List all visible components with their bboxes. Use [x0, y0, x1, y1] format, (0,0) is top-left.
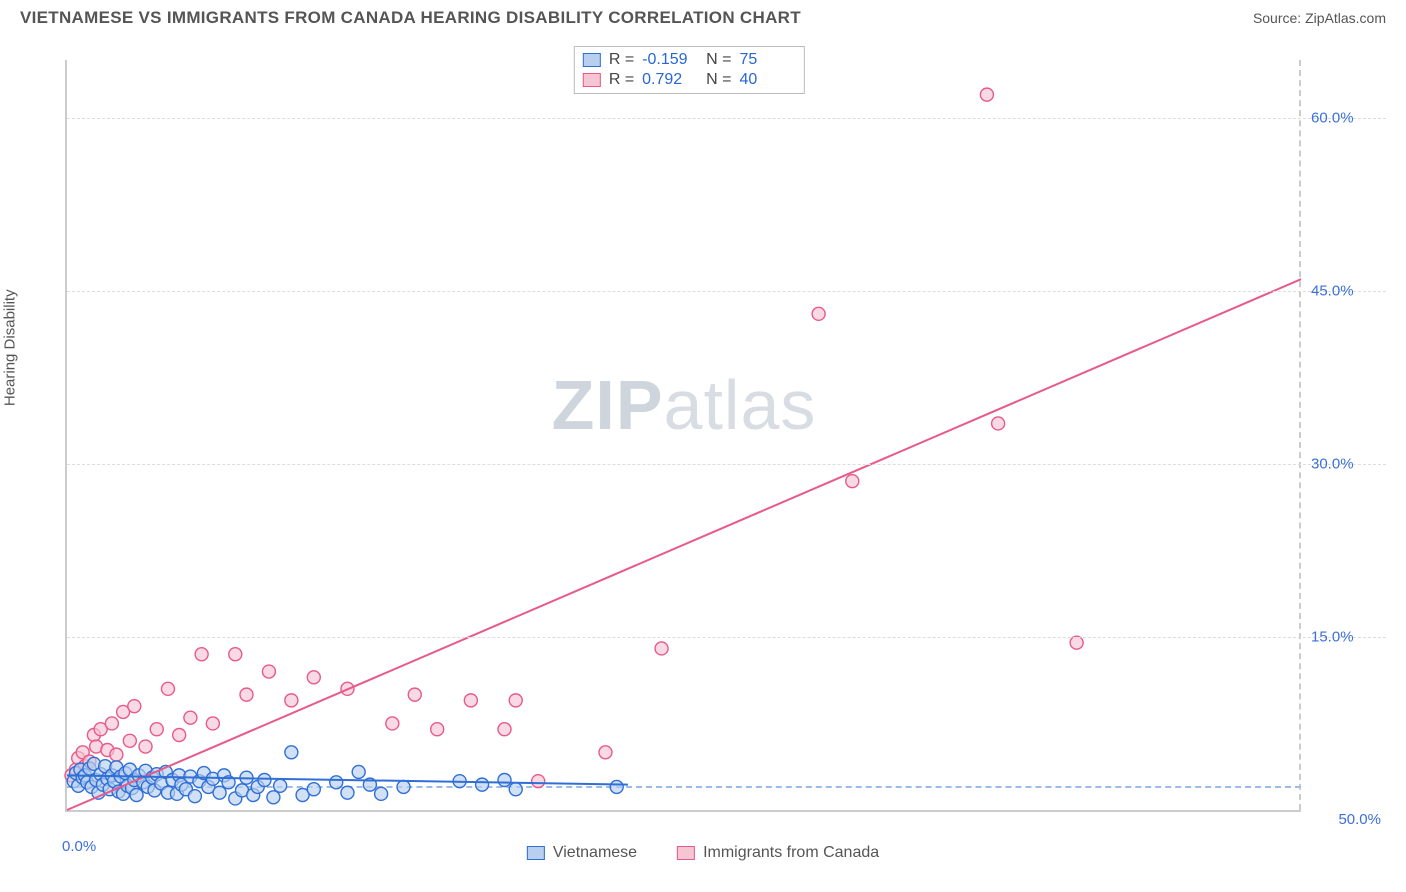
- y-tick-label: 60.0%: [1311, 109, 1381, 126]
- data-point: [258, 774, 271, 787]
- data-point: [213, 786, 226, 799]
- data-point: [375, 787, 388, 800]
- trend-line: [67, 279, 1301, 810]
- data-point: [992, 417, 1005, 430]
- y-tick-label: 15.0%: [1311, 628, 1381, 645]
- data-point: [285, 746, 298, 759]
- data-point: [184, 711, 197, 724]
- data-point: [105, 717, 118, 730]
- data-point: [599, 746, 612, 759]
- legend-item-pink: Immigrants from Canada: [677, 844, 879, 862]
- plot-svg: [67, 60, 1301, 810]
- data-point: [980, 88, 993, 101]
- series-legend: Vietnamese Immigrants from Canada: [527, 844, 879, 862]
- data-point: [509, 694, 522, 707]
- y-tick-label: 45.0%: [1311, 282, 1381, 299]
- legend-label-blue: Vietnamese: [553, 844, 637, 862]
- y-tick-label: 30.0%: [1311, 455, 1381, 472]
- stats-row-pink: R = 0.792 N = 40: [583, 70, 796, 90]
- data-point: [285, 694, 298, 707]
- data-point: [509, 783, 522, 796]
- data-point: [161, 682, 174, 695]
- data-point: [150, 723, 163, 736]
- data-point: [532, 775, 545, 788]
- legend-item-blue: Vietnamese: [527, 844, 637, 862]
- data-point: [110, 748, 123, 761]
- data-point: [464, 694, 477, 707]
- data-point: [330, 776, 343, 789]
- data-point: [1070, 636, 1083, 649]
- swatch-pink: [583, 73, 601, 87]
- stats-row-blue: R = -0.159 N = 75: [583, 50, 796, 70]
- r-label: R =: [609, 71, 634, 89]
- data-point: [188, 790, 201, 803]
- data-point: [274, 779, 287, 792]
- r-value-pink: 0.792: [642, 71, 698, 89]
- plot-area: ZIPatlas 0.0% 50.0% 15.0%30.0%45.0%60.0%: [65, 60, 1301, 812]
- data-point: [498, 774, 511, 787]
- chart-title: VIETNAMESE VS IMMIGRANTS FROM CANADA HEA…: [20, 8, 801, 28]
- legend-swatch-blue: [527, 846, 545, 860]
- swatch-blue: [583, 53, 601, 67]
- data-point: [123, 734, 136, 747]
- data-point: [341, 786, 354, 799]
- data-point: [195, 648, 208, 661]
- n-value-pink: 40: [740, 71, 796, 89]
- data-point: [173, 729, 186, 742]
- data-point: [476, 778, 489, 791]
- data-point: [267, 791, 280, 804]
- n-value-blue: 75: [740, 51, 796, 69]
- x-max-label: 50.0%: [1338, 811, 1381, 828]
- chart-container: Hearing Disability ZIPatlas 0.0% 50.0% 1…: [20, 40, 1386, 872]
- source-label: Source: ZipAtlas.com: [1253, 10, 1386, 26]
- stats-legend: R = -0.159 N = 75 R = 0.792 N = 40: [574, 46, 805, 94]
- data-point: [431, 723, 444, 736]
- data-point: [307, 671, 320, 684]
- legend-swatch-pink: [677, 846, 695, 860]
- data-point: [655, 642, 668, 655]
- x-origin-label: 0.0%: [62, 838, 96, 855]
- data-point: [846, 475, 859, 488]
- data-point: [307, 783, 320, 796]
- data-point: [352, 765, 365, 778]
- data-point: [408, 688, 421, 701]
- legend-label-pink: Immigrants from Canada: [703, 844, 879, 862]
- n-label: N =: [706, 51, 731, 69]
- data-point: [240, 688, 253, 701]
- data-point: [130, 789, 143, 802]
- n-label: N =: [706, 71, 731, 89]
- data-point: [610, 780, 623, 793]
- data-point: [229, 648, 242, 661]
- data-point: [386, 717, 399, 730]
- data-point: [128, 700, 141, 713]
- r-value-blue: -0.159: [642, 51, 698, 69]
- data-point: [397, 780, 410, 793]
- data-point: [262, 665, 275, 678]
- data-point: [498, 723, 511, 736]
- data-point: [812, 307, 825, 320]
- y-axis-label: Hearing Disability: [2, 289, 19, 406]
- r-label: R =: [609, 51, 634, 69]
- data-point: [139, 740, 152, 753]
- data-point: [206, 717, 219, 730]
